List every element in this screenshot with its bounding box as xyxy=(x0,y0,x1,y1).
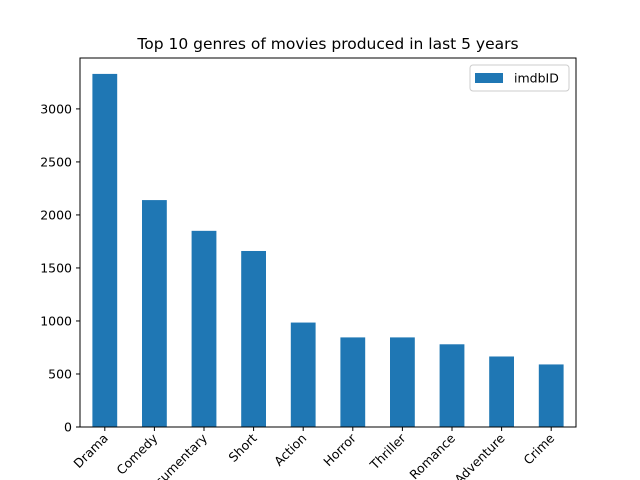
x-tick-label: Horror xyxy=(320,430,359,469)
x-tick-label: Action xyxy=(271,431,309,469)
y-tick-label: 1000 xyxy=(40,313,72,328)
bar-romance xyxy=(439,344,465,427)
bar-short xyxy=(241,250,266,427)
y-tick-label: 0 xyxy=(64,420,72,435)
y-tick-label: 2500 xyxy=(40,154,72,169)
y-axis: 0 500 1000 1500 2000 2500 3000 xyxy=(40,101,80,435)
x-tick-label: Crime xyxy=(520,430,557,467)
x-tick-label: Adventure xyxy=(451,430,508,480)
legend: imdbID xyxy=(469,64,570,92)
bar-action xyxy=(290,322,316,427)
bar-thriller xyxy=(390,337,415,427)
x-tick-label: Short xyxy=(225,430,259,464)
bar-horror xyxy=(340,337,366,427)
bar-comedy xyxy=(142,200,167,427)
y-tick-label: 500 xyxy=(48,366,72,381)
bars-group xyxy=(92,73,564,427)
bar-adventure xyxy=(489,356,514,427)
bar-documentary xyxy=(191,230,217,427)
x-tick-label: Comedy xyxy=(113,430,161,478)
legend-box xyxy=(469,64,570,92)
x-tick-label: Romance xyxy=(406,430,458,480)
y-tick-label: 3000 xyxy=(40,101,72,116)
y-tick-label: 2000 xyxy=(40,207,72,222)
x-tick-label: Drama xyxy=(70,431,110,471)
axes-frame xyxy=(79,57,577,428)
bar-drama xyxy=(92,73,118,427)
legend-label: imdbID xyxy=(514,71,559,86)
bar-crime xyxy=(538,364,564,427)
legend-swatch xyxy=(475,73,503,83)
chart-title: Top 10 genres of movies produced in last… xyxy=(136,35,518,53)
y-tick-label: 1500 xyxy=(40,260,72,275)
x-tick-label: Thriller xyxy=(366,430,409,473)
